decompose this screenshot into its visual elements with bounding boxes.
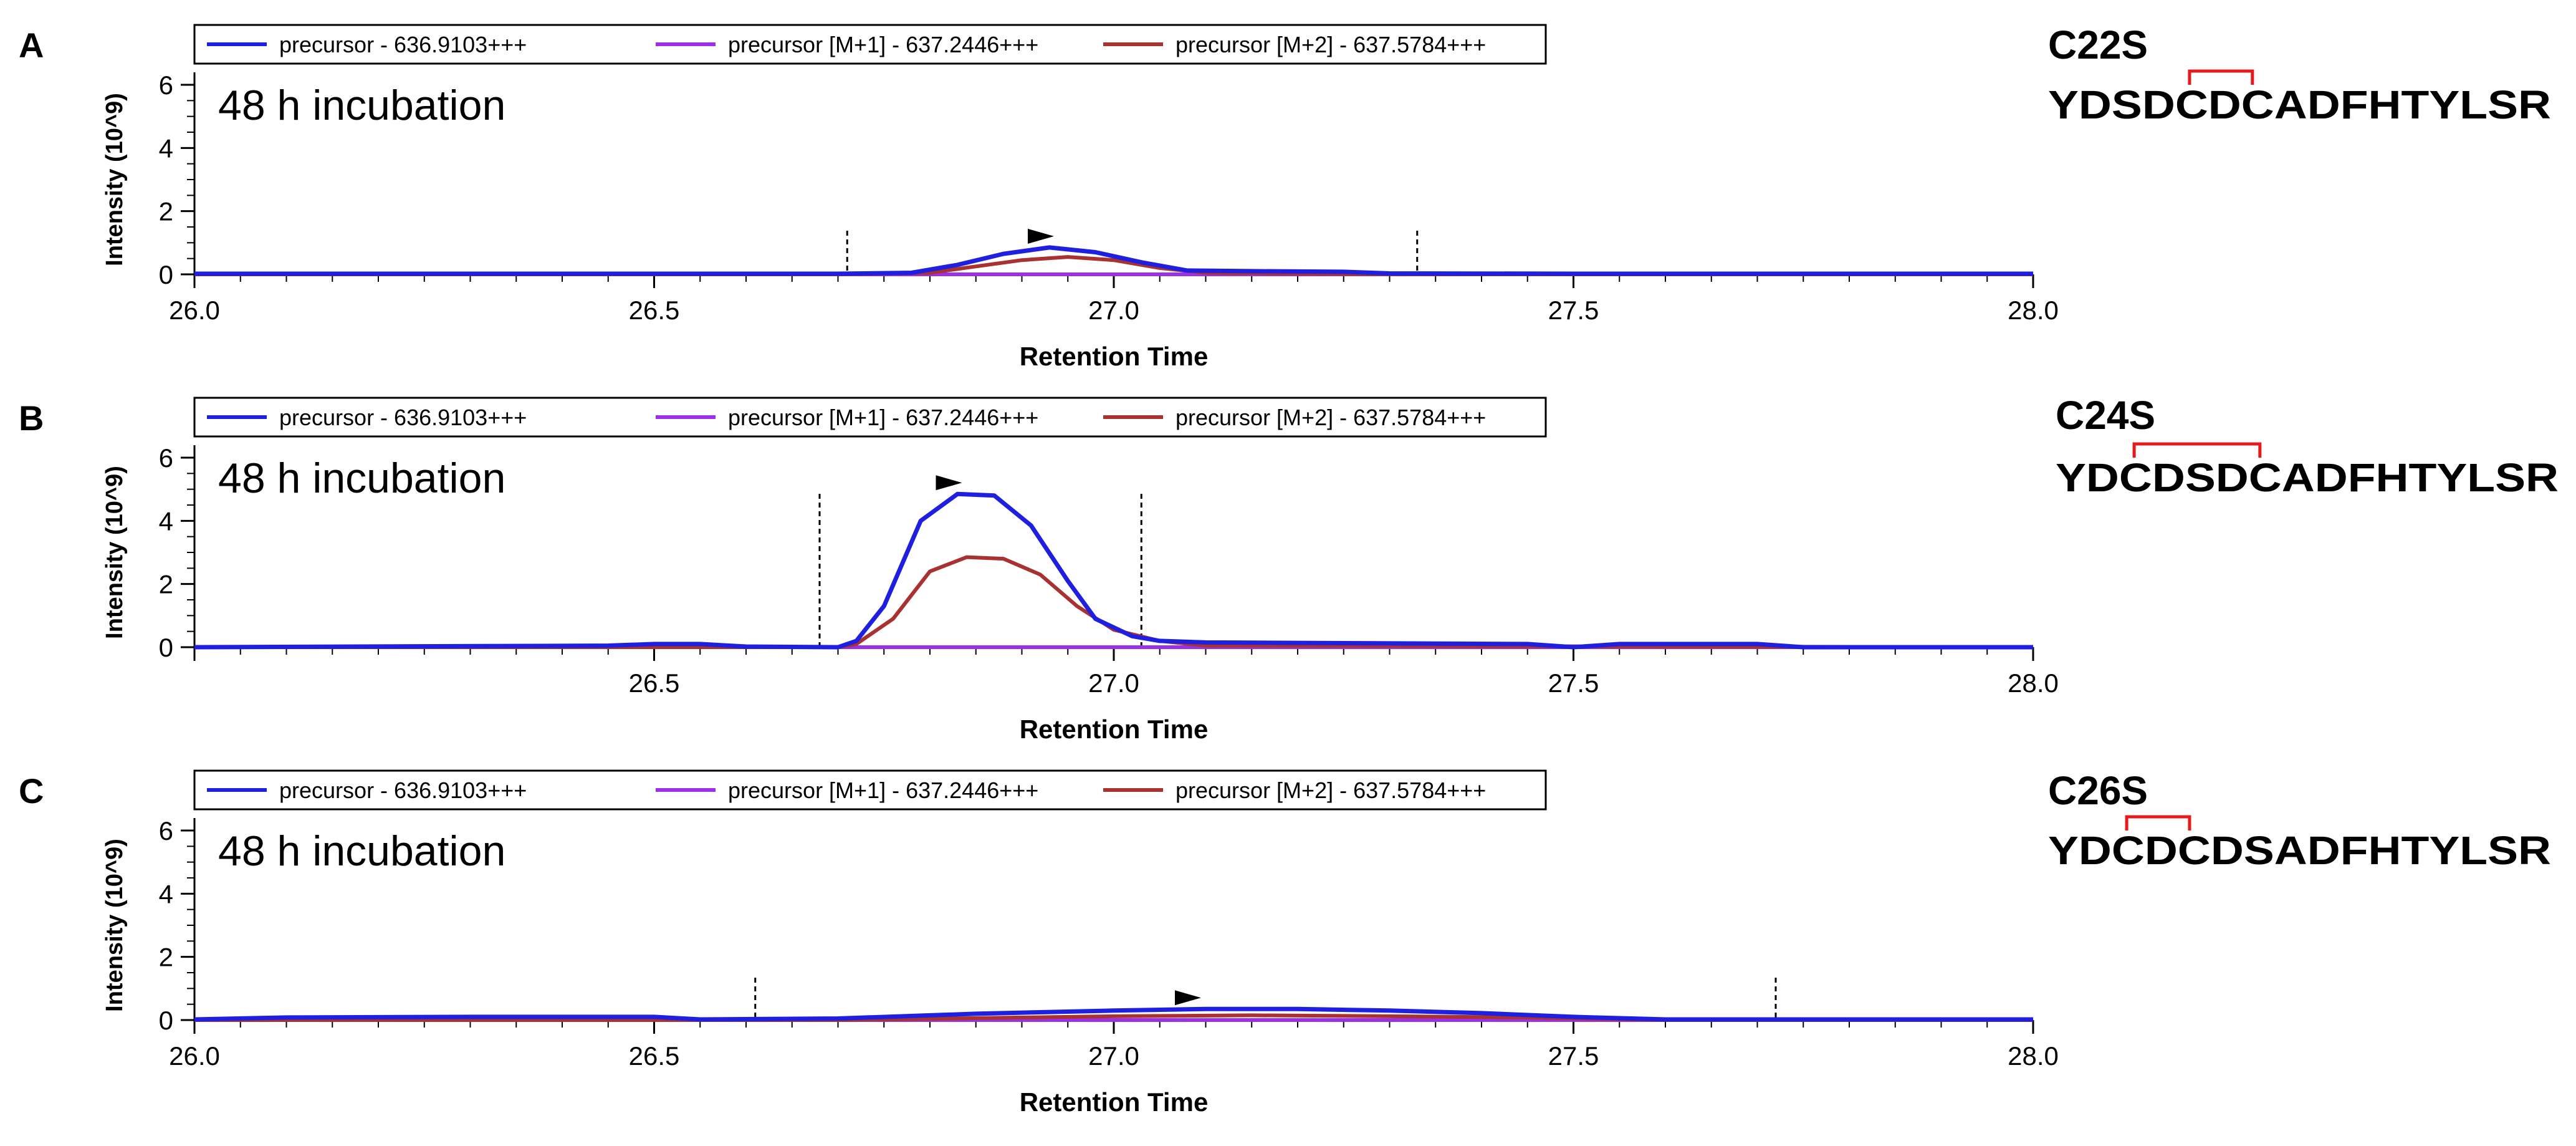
y-tick-label: 4 <box>159 879 173 908</box>
disulfide-bracket <box>2132 442 2262 458</box>
series-line-m2 <box>194 555 2034 649</box>
disulfide-bracket <box>2125 815 2191 831</box>
peptide-sequence: YDSDCDCADFHTYLSR <box>2048 82 2551 127</box>
x-tick-label: 27.5 <box>1548 296 1599 325</box>
panel-letter: B <box>19 398 44 438</box>
peptide-variant-label: C26S <box>2048 768 2148 813</box>
legend: precursor - 636.9103+++ precursor [M+1] -… <box>193 24 1547 65</box>
legend-entry: precursor - 636.9103+++ <box>279 778 527 803</box>
x-axis-label: Retention Time <box>1020 715 1209 744</box>
x-tick-label: 28.0 <box>2008 1041 2059 1071</box>
apex-marker <box>936 475 962 491</box>
y-axis-label: Intensity (10^9) <box>102 466 128 639</box>
y-axis-label: Intensity (10^9) <box>102 93 128 266</box>
legend-entry: precursor - 636.9103+++ <box>279 32 527 57</box>
y-tick-label: 6 <box>159 816 173 845</box>
legend-entry: precursor [M+1] - 637.2446+++ <box>728 32 1038 57</box>
disulfide-bracket <box>2188 69 2254 85</box>
y-tick-label: 4 <box>159 506 173 536</box>
apex-marker <box>1175 990 1201 1006</box>
x-tick-label: 27.0 <box>1088 296 1139 325</box>
apex-marker <box>1028 228 1054 244</box>
legend-entry: precursor [M+2] - 637.5784+++ <box>1175 778 1486 803</box>
legend: precursor - 636.9103+++ precursor [M+1] -… <box>193 397 1547 438</box>
incubation-annotation: 48 h incubation <box>218 827 505 875</box>
x-tick-label: 26.5 <box>629 296 680 325</box>
series-line-precursor <box>194 245 2033 276</box>
y-tick-label: 0 <box>159 260 173 289</box>
peptide-sequence: YDCDSDCADFHTYLSR <box>2056 455 2559 500</box>
y-tick-label: 0 <box>159 633 173 662</box>
x-tick-label: 26.0 <box>169 1041 220 1071</box>
y-tick-label: 2 <box>159 570 173 599</box>
y-tick-label: 2 <box>159 943 173 972</box>
series-line-precursor <box>194 1006 2033 1022</box>
y-tick-label: 2 <box>159 197 173 226</box>
y-axis-label: Intensity (10^9) <box>102 839 128 1012</box>
x-tick-label: 27.5 <box>1548 1041 1599 1071</box>
x-tick-label: 27.5 <box>1548 668 1599 698</box>
x-tick-label: 28.0 <box>2008 668 2059 698</box>
legend-box <box>193 24 1547 65</box>
x-tick-label: 26.0 <box>169 296 220 325</box>
legend: precursor - 636.9103+++ precursor [M+1] -… <box>193 769 1547 811</box>
legend-entry: precursor [M+2] - 637.5784+++ <box>1175 405 1486 430</box>
y-tick-label: 6 <box>159 70 173 100</box>
panel-letter: A <box>19 26 44 65</box>
peptide-sequence: YDCDCDSADFHTYLSR <box>2048 828 2551 873</box>
x-tick-label: 27.0 <box>1088 1041 1139 1071</box>
x-tick-label: 26.5 <box>629 668 680 698</box>
x-tick-label: 26.5 <box>629 1041 680 1071</box>
series-line-precursor <box>194 491 2033 650</box>
y-tick-label: 0 <box>159 1006 173 1035</box>
peptide-variant-label: C22S <box>2048 22 2148 67</box>
legend-entry: precursor [M+1] - 637.2446+++ <box>728 778 1038 803</box>
legend-entry: precursor [M+1] - 637.2446+++ <box>728 405 1038 430</box>
legend-entry: precursor - 636.9103+++ <box>279 405 527 430</box>
x-tick-label: 27.0 <box>1088 668 1139 698</box>
y-tick-label: 6 <box>159 443 173 473</box>
x-axis-label: Retention Time <box>1020 1087 1209 1117</box>
legend-box <box>193 397 1547 438</box>
x-tick-label: 28.0 <box>2008 296 2059 325</box>
y-tick-label: 4 <box>159 133 173 163</box>
incubation-annotation: 48 h incubation <box>218 455 505 502</box>
x-axis-label: Retention Time <box>1020 342 1209 371</box>
peptide-variant-label: C24S <box>2056 393 2155 438</box>
panel-letter: C <box>19 771 44 811</box>
incubation-annotation: 48 h incubation <box>218 82 505 129</box>
legend-box <box>193 769 1547 811</box>
legend-entry: precursor [M+2] - 637.5784+++ <box>1175 32 1486 57</box>
